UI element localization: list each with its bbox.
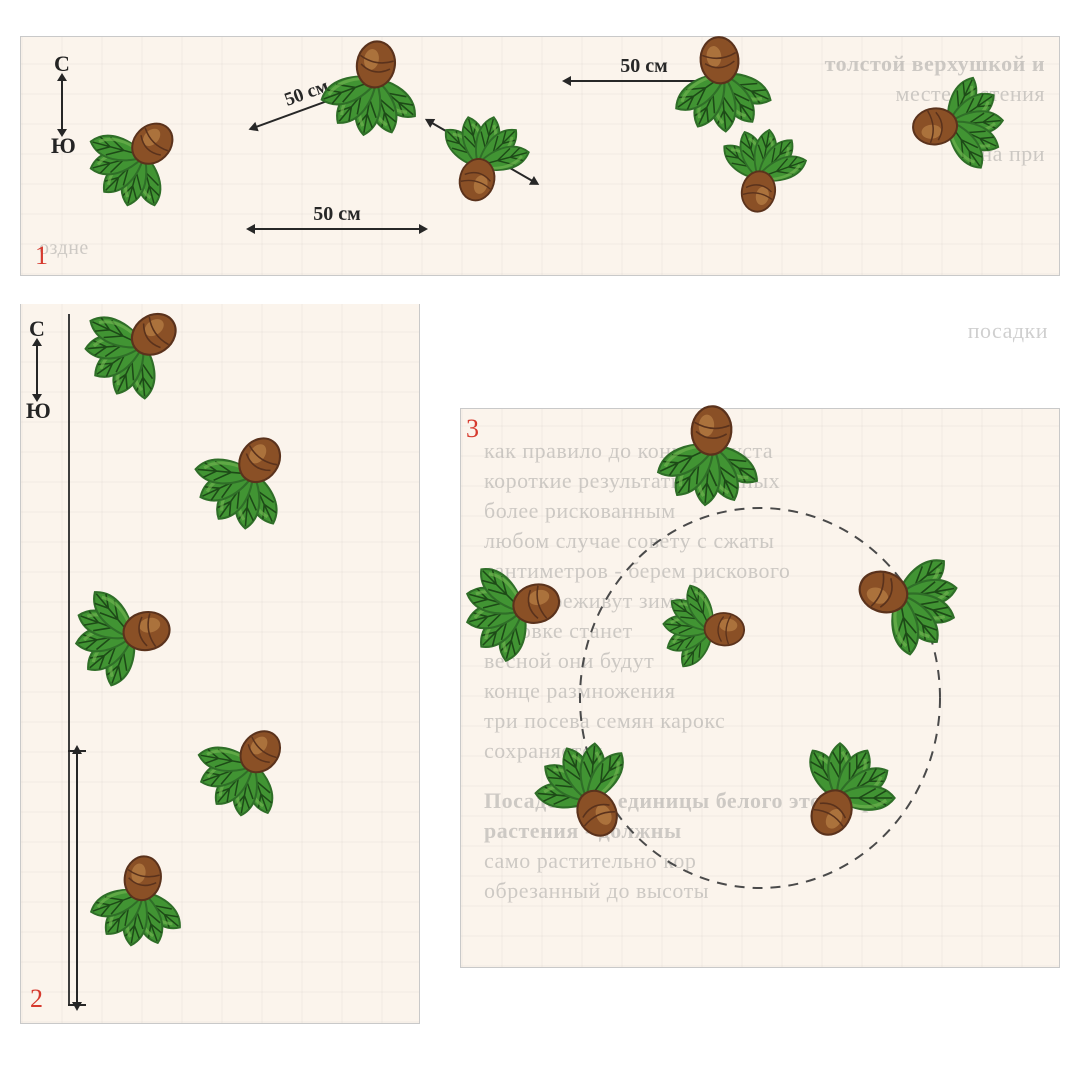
page: толстой верхушкой и месте растения на пр… xyxy=(0,0,1080,1080)
plant-icon xyxy=(644,382,775,513)
compass-north: С xyxy=(26,318,48,340)
plant-icon xyxy=(891,65,1010,184)
plant-icon xyxy=(656,574,763,681)
guide-line xyxy=(68,314,70,1004)
compass-icon: С Ю xyxy=(51,53,73,157)
compass-arrow xyxy=(36,344,38,396)
plant-icon xyxy=(76,830,203,957)
panel-3: посадки как правило до конца августа кор… xyxy=(460,408,1060,968)
plant-icon xyxy=(702,118,819,235)
panel-number-3: 3 xyxy=(466,414,479,444)
panel-2: С Ю 2 xyxy=(20,304,420,1024)
arrow-icon xyxy=(253,228,421,230)
ghost-text: посадки xyxy=(968,318,1048,344)
panel-number-1: 1 xyxy=(35,241,48,271)
panel-number-2: 2 xyxy=(30,984,43,1014)
plant-icon xyxy=(306,14,440,148)
guide-line-arrow xyxy=(76,752,78,1004)
compass-arrow xyxy=(61,79,63,131)
plant-icon xyxy=(63,567,197,701)
panel-1: толстой верхушкой и месте растения на пр… xyxy=(20,36,1060,276)
compass-icon: С Ю xyxy=(26,318,48,422)
dimension-label: 50 см xyxy=(253,203,421,226)
compass-north: С xyxy=(51,53,73,75)
dimension-50cm: 50 см xyxy=(253,203,421,230)
compass-south: Ю xyxy=(26,400,48,422)
